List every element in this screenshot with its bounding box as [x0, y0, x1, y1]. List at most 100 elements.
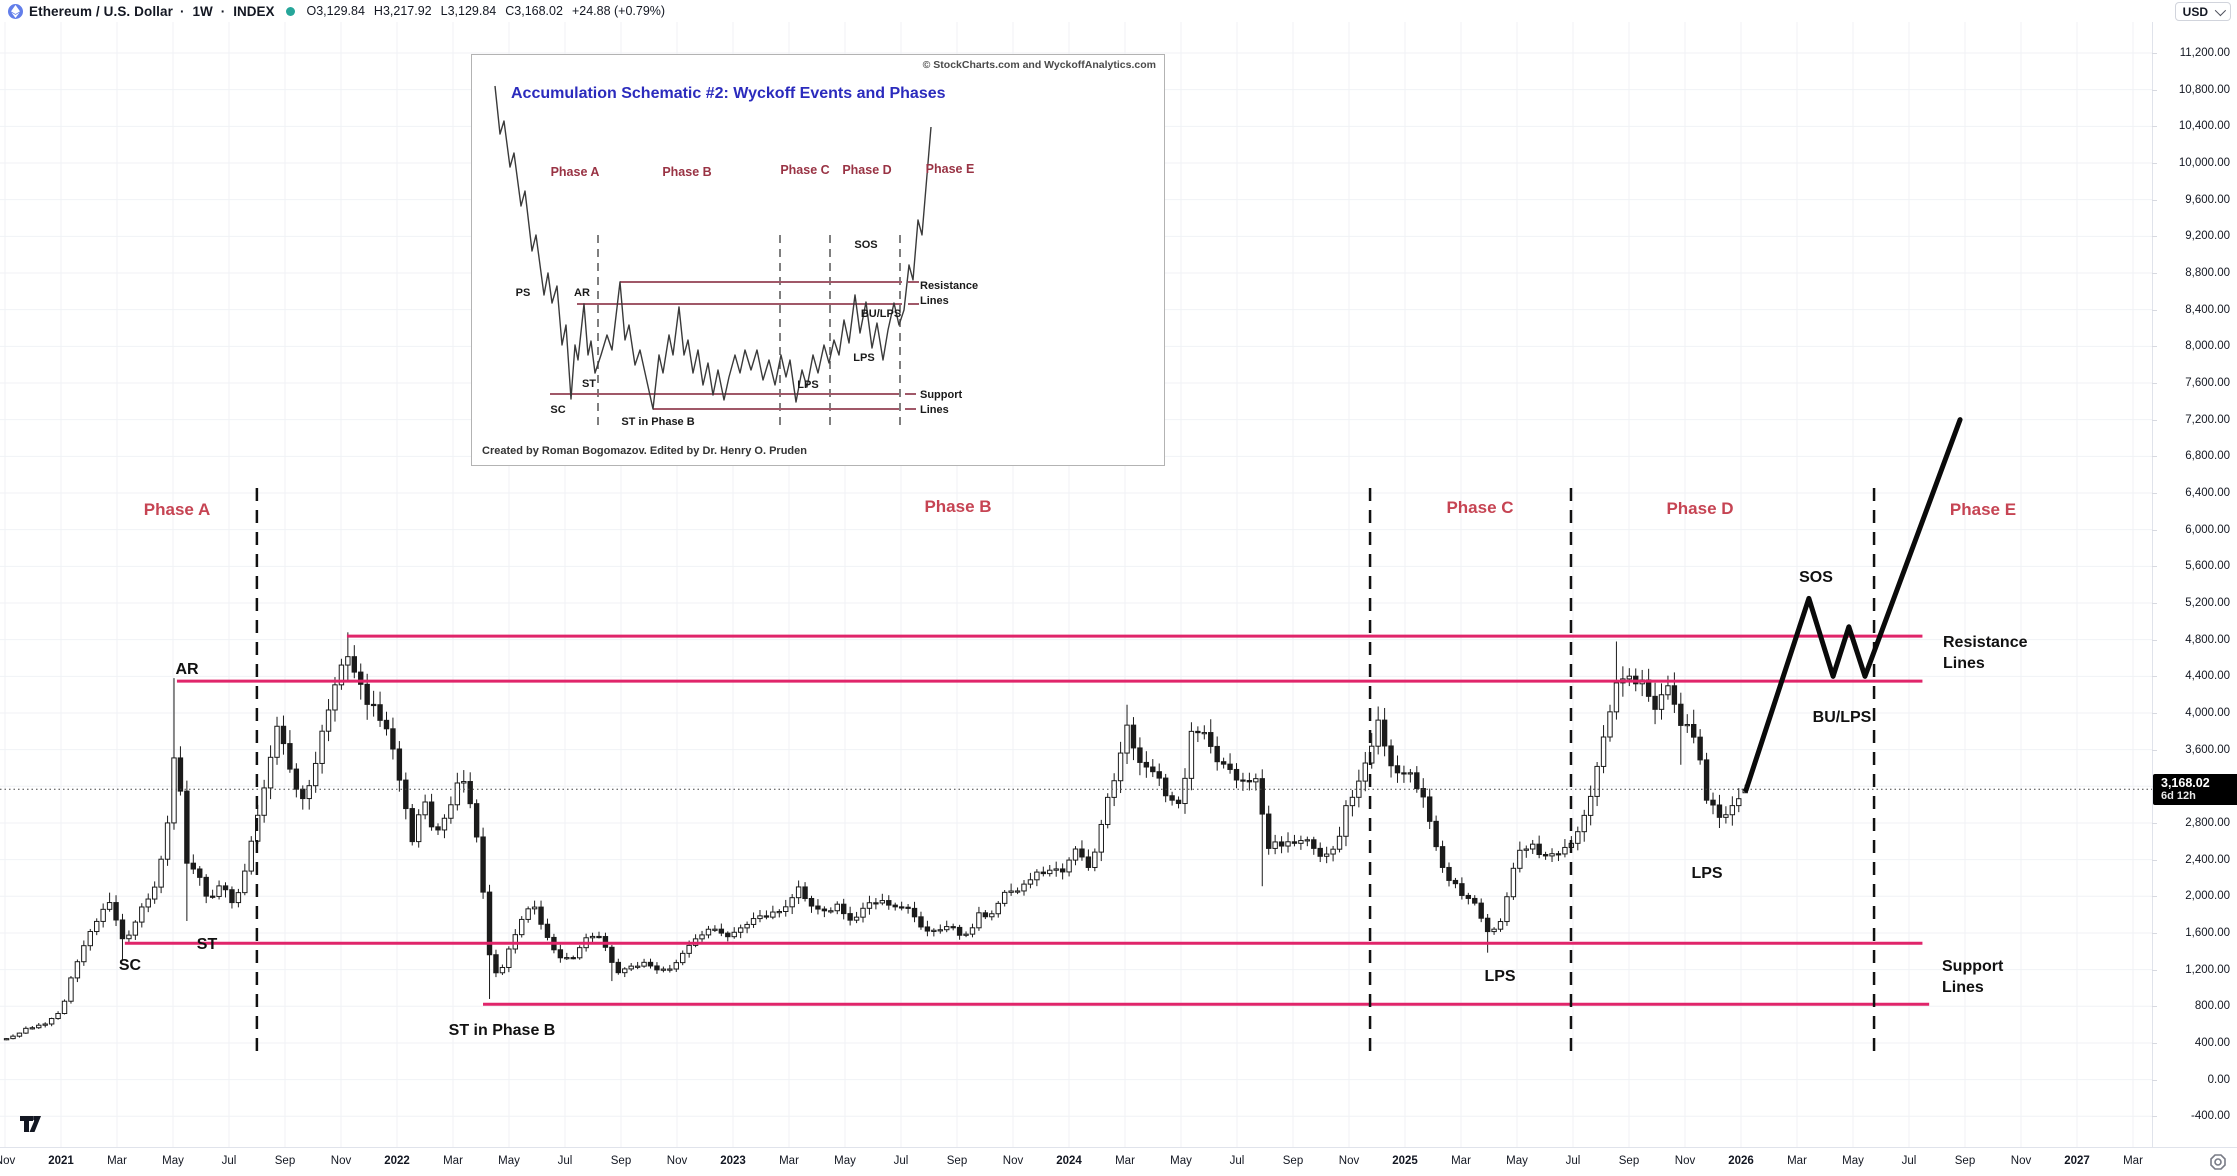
inset-phase-label: Phase E — [925, 162, 975, 176]
price-axis-label: 1,200.00 — [2185, 963, 2230, 976]
candle-body — [1040, 871, 1047, 875]
price-axis-label: 7,600.00 — [2185, 376, 2230, 389]
time-axis-label: Nov — [2010, 1155, 2032, 1167]
annotation-ar[interactable]: AR — [175, 661, 199, 678]
candle-body — [1105, 796, 1111, 825]
price-axis-tick — [2152, 456, 2157, 458]
projection-path[interactable] — [1743, 417, 1963, 793]
candle-body — [151, 886, 158, 900]
annotation-bu-lps[interactable]: BU/LPS — [1812, 709, 1872, 726]
candle-body — [441, 817, 448, 831]
currency-dropdown[interactable]: USD — [2174, 2, 2231, 21]
annotation-st[interactable]: ST — [196, 936, 218, 953]
annotation-lps[interactable]: LPS — [1484, 968, 1516, 985]
phase-label[interactable]: Phase D — [1666, 499, 1734, 518]
time-axis-label: May — [1842, 1155, 1864, 1167]
candle-body — [641, 961, 647, 967]
candle-body — [396, 748, 403, 781]
time-axis-label: May — [1506, 1155, 1528, 1167]
candle-body — [293, 768, 300, 790]
annotation-sc[interactable]: SC — [118, 957, 142, 974]
price-axis-tick — [2152, 89, 2157, 91]
price-axis-tick — [2152, 236, 2157, 238]
candle-body — [1059, 868, 1066, 873]
candle-body — [1175, 799, 1182, 805]
wyckoff-schematic-inset[interactable]: © StockCharts.com and WyckoffAnalytics.c… — [471, 54, 1165, 466]
annotation-support[interactable]: Support — [1942, 958, 2004, 975]
phase-label[interactable]: Phase B — [924, 497, 992, 516]
ohlc-o: O3,129.84 — [306, 4, 365, 18]
candle-body — [81, 945, 87, 963]
annotation-st-in-phase-b[interactable]: ST in Phase B — [448, 1022, 556, 1039]
candle-body — [23, 1027, 29, 1034]
candle-body — [596, 935, 602, 939]
time-axis-label: Nov — [330, 1155, 352, 1167]
gear-icon[interactable] — [2208, 1152, 2228, 1172]
price-axis-label: 10,800.00 — [2178, 83, 2230, 96]
candle-body — [519, 918, 525, 936]
inset-label-lps: LPS — [797, 379, 819, 391]
inset-label-support: Support — [920, 389, 963, 401]
candle-body — [370, 703, 377, 707]
candle-body — [544, 923, 551, 938]
annotation-lines[interactable]: Lines — [1943, 655, 1985, 672]
symbol-button[interactable]: Ethereum / U.S. Dollar · 1W · INDEX — [8, 3, 276, 19]
candle-body — [1214, 745, 1220, 763]
phase-label[interactable]: Phase C — [1446, 498, 1514, 517]
projection-zigzag[interactable] — [1743, 417, 1963, 793]
ethereum-icon — [8, 3, 23, 19]
candle-body — [306, 785, 312, 800]
candle-body — [615, 961, 622, 974]
candle-body — [1169, 795, 1175, 801]
candle-body — [332, 684, 338, 711]
phase-label[interactable]: Phase A — [143, 500, 211, 519]
candle-body — [216, 885, 222, 897]
candle-body — [1426, 796, 1433, 822]
price-axis-label: 8,800.00 — [2185, 266, 2230, 279]
candle-body — [164, 822, 171, 860]
time-axis-label: 2027 — [2064, 1155, 2090, 1167]
candle-body — [126, 934, 132, 940]
price-axis-tick — [2152, 346, 2157, 348]
candle-body — [634, 965, 641, 968]
price-axis-label: 1,600.00 — [2185, 926, 2230, 939]
exchange-label: INDEX — [233, 3, 275, 19]
time-axis-label: Jul — [1565, 1155, 1581, 1167]
candle-body — [177, 757, 184, 792]
candle-body — [184, 790, 190, 864]
time-axis-label: May — [1170, 1155, 1192, 1167]
candle-body — [1246, 780, 1253, 783]
candle-body — [190, 862, 197, 870]
support-resistance-lines[interactable] — [124, 634, 1930, 1006]
candle-body — [808, 897, 815, 907]
ohlc-c: C3,168.02 — [505, 4, 563, 18]
change-value: +24.88 (+0.79%) — [571, 4, 666, 18]
phase-label[interactable]: Phase E — [1949, 500, 2017, 519]
candle-body — [1394, 765, 1401, 774]
time-axis-label: 2026 — [1728, 1155, 1754, 1167]
candle-body — [448, 804, 454, 819]
tradingview-logo[interactable] — [20, 1116, 42, 1133]
price-axis-tick — [2152, 639, 2157, 641]
candle-body — [1124, 724, 1130, 754]
annotation-lines[interactable]: Lines — [1942, 979, 1984, 996]
annotation-sos[interactable]: SOS — [1799, 569, 1833, 586]
candle-body — [1317, 847, 1323, 857]
price-axis-tick — [2152, 382, 2157, 384]
chevron-down-icon — [2214, 4, 2227, 16]
candle-body — [1182, 777, 1188, 805]
price-axis-label: 8,400.00 — [2185, 303, 2230, 316]
candle-body — [1510, 867, 1517, 898]
annotation-resistance[interactable]: Resistance — [1943, 634, 2028, 651]
time-axis-label: Sep — [1954, 1155, 1976, 1167]
candle-body — [1343, 805, 1349, 837]
candle-body — [924, 926, 931, 932]
annotation-lps[interactable]: LPS — [1691, 865, 1723, 882]
time-axis-label: Sep — [1618, 1155, 1640, 1167]
phase-boundary-lines[interactable] — [255, 488, 1876, 1060]
candle-body — [1723, 814, 1729, 818]
candle-body — [776, 911, 783, 914]
inset-phase-label: Phase C — [780, 163, 830, 177]
candle-body — [1001, 891, 1008, 904]
candle-body — [1143, 761, 1150, 768]
